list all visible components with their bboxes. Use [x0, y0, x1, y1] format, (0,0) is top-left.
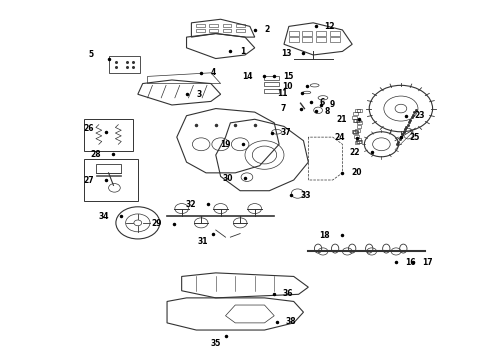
Text: 26: 26 — [83, 124, 94, 133]
Bar — [222, 28, 231, 32]
Text: 18: 18 — [319, 231, 330, 240]
Text: 19: 19 — [220, 140, 230, 149]
Text: 37: 37 — [281, 129, 291, 138]
Text: 23: 23 — [415, 111, 425, 120]
Text: 4: 4 — [211, 68, 216, 77]
Bar — [196, 24, 205, 27]
Bar — [354, 135, 359, 138]
Bar — [356, 120, 361, 122]
Bar — [236, 24, 245, 27]
Text: 30: 30 — [222, 174, 233, 183]
Text: 9: 9 — [329, 100, 335, 109]
Bar — [265, 82, 279, 86]
Bar — [354, 120, 359, 122]
Bar — [316, 31, 326, 36]
Bar — [196, 28, 205, 32]
Text: 6: 6 — [319, 98, 325, 107]
Text: 33: 33 — [300, 190, 311, 199]
Text: 17: 17 — [422, 258, 433, 267]
Text: 15: 15 — [283, 72, 294, 81]
Bar — [209, 24, 218, 27]
Text: 38: 38 — [286, 317, 296, 326]
Text: 22: 22 — [349, 148, 360, 157]
Bar — [289, 37, 298, 42]
Bar — [355, 109, 360, 112]
Bar — [84, 119, 133, 152]
Bar — [352, 130, 357, 133]
Bar — [330, 37, 340, 42]
Bar — [265, 76, 279, 80]
Bar — [222, 24, 231, 27]
Bar — [97, 164, 121, 173]
Text: 35: 35 — [210, 339, 221, 348]
Bar — [356, 139, 361, 141]
Bar — [330, 31, 340, 36]
Bar — [265, 89, 279, 93]
Text: 21: 21 — [337, 115, 347, 124]
Bar — [209, 28, 218, 32]
Bar — [84, 158, 138, 202]
Text: 14: 14 — [242, 72, 252, 81]
Text: 7: 7 — [281, 104, 286, 113]
Bar — [356, 140, 361, 143]
Bar — [355, 141, 360, 144]
Text: 32: 32 — [186, 200, 196, 209]
Text: 20: 20 — [351, 168, 362, 177]
Text: 24: 24 — [334, 133, 345, 142]
Text: 16: 16 — [405, 258, 416, 267]
Bar — [357, 140, 362, 143]
Text: 1: 1 — [240, 47, 245, 56]
Bar — [357, 109, 362, 112]
Bar — [355, 129, 360, 132]
Bar — [109, 56, 140, 73]
Bar — [353, 130, 358, 133]
Bar — [302, 31, 312, 36]
Text: 11: 11 — [277, 89, 288, 98]
Bar — [289, 31, 298, 36]
Text: 25: 25 — [410, 132, 420, 141]
Bar — [353, 112, 358, 115]
Text: 3: 3 — [196, 90, 201, 99]
Text: 31: 31 — [198, 237, 208, 246]
Bar — [357, 125, 362, 128]
Bar — [316, 37, 326, 42]
Bar — [357, 121, 362, 124]
Text: 12: 12 — [324, 22, 335, 31]
Bar — [353, 119, 358, 122]
Text: 28: 28 — [91, 150, 101, 159]
Text: 5: 5 — [89, 50, 94, 59]
Bar — [352, 116, 357, 119]
Text: 29: 29 — [152, 219, 162, 228]
Text: 10: 10 — [282, 82, 293, 91]
Text: 27: 27 — [83, 176, 94, 185]
Bar — [236, 28, 245, 32]
Bar — [302, 37, 312, 42]
Bar — [353, 131, 358, 134]
Text: 2: 2 — [265, 26, 270, 35]
Text: 8: 8 — [324, 107, 330, 116]
Text: 36: 36 — [283, 289, 294, 298]
Text: 13: 13 — [281, 49, 291, 58]
Text: 34: 34 — [98, 212, 109, 221]
